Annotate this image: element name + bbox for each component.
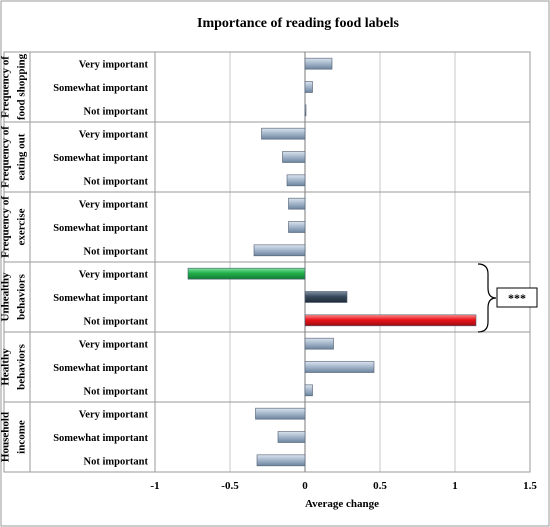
x-tick-label: -0.5	[221, 480, 239, 492]
category-label: Very important	[79, 200, 149, 211]
group-label: Unhealthy behaviors	[0, 272, 28, 321]
bars	[187, 57, 477, 467]
bar	[255, 407, 306, 420]
category-label: Not important	[84, 176, 149, 187]
x-axis-ticks: -1 -0.5 0 0.5 1 1.5	[150, 480, 537, 492]
bar	[277, 431, 306, 443]
x-tick-label: 1	[452, 480, 458, 492]
group-label: Household income	[0, 412, 28, 462]
significance-annotation: ***	[477, 263, 538, 333]
x-axis-label: Average change	[305, 498, 379, 510]
bar	[286, 174, 306, 187]
bar	[304, 104, 307, 117]
category-label: Not important	[84, 316, 149, 327]
category-label: Somewhat important	[53, 153, 148, 164]
plot-frame	[3, 51, 531, 473]
category-label: Somewhat important	[53, 363, 148, 374]
category-label: Not important	[84, 106, 149, 117]
bar	[261, 127, 306, 140]
category-label: Not important	[84, 386, 149, 397]
x-tick-label: -1	[150, 480, 159, 492]
category-label: Not important	[84, 456, 149, 467]
category-label: Somewhat important	[53, 293, 148, 304]
bar	[253, 244, 306, 257]
x-tick-label: 0	[302, 480, 308, 492]
bar	[304, 314, 477, 327]
bar	[282, 151, 306, 163]
group-label: Frequency of exercise	[0, 196, 28, 258]
category-labels: Very important Somewhat important Not impo…	[53, 60, 148, 468]
bar	[187, 267, 306, 280]
significance-brace	[477, 263, 497, 333]
bar	[304, 291, 348, 303]
group-labels: Frequency of food shopping Frequency of eat…	[0, 53, 28, 462]
category-label: Somewhat important	[53, 223, 148, 234]
significance-label: ***	[508, 291, 526, 305]
group-label: Healthy behaviors	[0, 343, 28, 390]
bar	[304, 57, 333, 70]
category-label: Very important	[79, 130, 149, 141]
x-tick-label: 1.5	[523, 480, 537, 492]
bar	[288, 197, 306, 210]
significance-box	[496, 287, 538, 308]
category-label: Somewhat important	[53, 433, 148, 444]
bar	[304, 337, 334, 350]
category-label: Very important	[79, 340, 149, 351]
category-label: Not important	[84, 246, 149, 257]
bar	[304, 81, 313, 93]
category-label: Very important	[79, 410, 149, 421]
group-label: Frequency of food shopping	[0, 53, 28, 120]
category-label: Somewhat important	[53, 83, 148, 94]
x-tick-label: 0.5	[373, 480, 387, 492]
chart-title: Importance of reading food labels	[197, 16, 400, 31]
bar	[304, 384, 313, 397]
bar	[256, 454, 306, 467]
category-label: Very important	[79, 60, 149, 71]
category-label: Very important	[79, 270, 149, 281]
group-label: Frequency of eating out	[0, 126, 28, 188]
bar	[304, 361, 375, 373]
bar	[288, 221, 306, 233]
